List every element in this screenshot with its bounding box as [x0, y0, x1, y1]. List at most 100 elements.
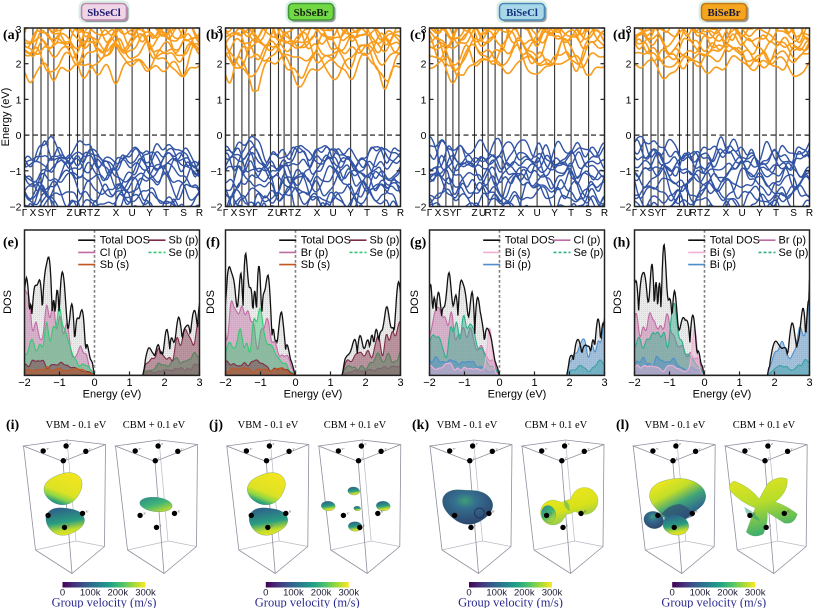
svg-text:U: U: [329, 208, 336, 219]
svg-text:200k: 200k: [311, 588, 332, 599]
svg-text:Γ: Γ: [252, 208, 258, 219]
svg-text:−2: −2: [415, 202, 427, 214]
svg-text:Z: Z: [676, 208, 682, 219]
svg-text:X': X': [346, 511, 350, 515]
svg-text:1: 1: [126, 377, 132, 389]
svg-text:X: X: [723, 208, 730, 219]
svg-text:Y': Y': [249, 447, 253, 451]
svg-text:−1: −1: [254, 377, 267, 389]
svg-text:Γ: Γ: [565, 457, 567, 461]
svg-text:Y: Y: [146, 208, 153, 219]
svg-text:T: T: [568, 208, 574, 219]
svg-text:300k: 300k: [542, 588, 563, 599]
svg-text:Γ: Γ: [22, 208, 28, 219]
svg-text:(a): (a): [3, 28, 20, 43]
svg-text:Y': Y': [656, 447, 660, 451]
svg-text:−2: −2: [423, 377, 436, 389]
svg-text:(k): (k): [412, 418, 429, 433]
svg-text:Y: Y: [45, 208, 52, 219]
svg-text:Z: Z: [272, 442, 274, 446]
svg-text:S: S: [648, 208, 655, 219]
svg-text:2: 2: [771, 377, 777, 389]
svg-text:BiSeCl: BiSeCl: [506, 7, 538, 19]
svg-text:−1: −1: [211, 166, 223, 178]
svg-text:3: 3: [626, 24, 632, 36]
svg-text:S: S: [790, 208, 797, 219]
svg-text:0: 0: [91, 377, 97, 389]
svg-text:R: R: [79, 208, 86, 219]
svg-text:SbSeBr: SbSeBr: [294, 7, 329, 19]
svg-text:1: 1: [421, 94, 427, 106]
svg-text:Cl (p): Cl (p): [574, 235, 601, 247]
svg-text:0: 0: [626, 130, 632, 142]
svg-text:0: 0: [60, 588, 65, 599]
svg-text:2: 2: [362, 377, 368, 389]
svg-text:U: U: [74, 208, 81, 219]
svg-text:X: X: [435, 208, 442, 219]
svg-text:−2: −2: [211, 202, 223, 214]
svg-text:Group velocity (m/s): Group velocity (m/s): [255, 596, 360, 609]
svg-text:R: R: [689, 208, 696, 219]
svg-text:100k: 100k: [690, 588, 711, 599]
svg-text:300k: 300k: [338, 588, 359, 599]
svg-text:Energy (eV): Energy (eV): [488, 389, 547, 401]
svg-text:Sb (p): Sb (p): [169, 235, 199, 247]
svg-text:BiSeBr: BiSeBr: [708, 7, 741, 19]
svg-text:−1: −1: [620, 166, 632, 178]
svg-text:S: S: [363, 523, 365, 527]
svg-text:Total DOS: Total DOS: [505, 235, 555, 247]
svg-text:0: 0: [496, 377, 502, 389]
svg-text:VBM - 0.1 eV: VBM - 0.1 eV: [46, 420, 107, 431]
svg-text:Γ: Γ: [768, 457, 770, 461]
svg-text:X': X': [458, 511, 462, 515]
svg-text:DOS: DOS: [205, 290, 217, 314]
svg-text:2: 2: [16, 59, 22, 71]
svg-text:T: T: [163, 208, 169, 219]
svg-text:Γ: Γ: [270, 457, 272, 461]
svg-text:T': T': [699, 447, 702, 451]
svg-text:S: S: [239, 208, 246, 219]
svg-text:R: R: [484, 208, 491, 219]
svg-text:X: X: [231, 208, 238, 219]
svg-text:Total DOS: Total DOS: [301, 235, 351, 247]
svg-text:U: U: [533, 208, 540, 219]
svg-text:Z: Z: [568, 442, 570, 446]
svg-text:Γ: Γ: [632, 208, 638, 219]
svg-text:S: S: [474, 523, 476, 527]
svg-text:Sb (p): Sb (p): [370, 235, 400, 247]
svg-text:X': X': [51, 511, 55, 515]
svg-text:X': X': [143, 511, 147, 515]
svg-text:3: 3: [196, 377, 202, 389]
svg-text:(d): (d): [613, 28, 630, 43]
svg-text:R': R': [86, 509, 89, 513]
svg-text:T': T': [89, 447, 92, 451]
svg-text:Br (p): Br (p): [301, 247, 329, 259]
svg-text:Z: Z: [94, 208, 100, 219]
svg-text:Γ: Γ: [456, 208, 462, 219]
svg-text:T': T': [791, 447, 794, 451]
svg-text:S: S: [381, 208, 388, 219]
svg-text:VBM - 0.1 eV: VBM - 0.1 eV: [238, 420, 299, 431]
svg-text:Se (p): Se (p): [574, 247, 604, 259]
svg-text:Energy (eV): Energy (eV): [0, 88, 12, 147]
svg-text:S: S: [160, 523, 162, 527]
svg-text:1: 1: [626, 94, 632, 106]
svg-text:X: X: [113, 208, 120, 219]
svg-text:Z: Z: [267, 208, 273, 219]
svg-text:R': R': [492, 509, 495, 513]
svg-text:T': T': [292, 447, 295, 451]
svg-text:Z: Z: [471, 208, 477, 219]
svg-text:−2: −2: [219, 377, 232, 389]
svg-text:R': R': [381, 509, 384, 513]
svg-text:Se (p): Se (p): [779, 247, 809, 259]
svg-text:300k: 300k: [135, 588, 156, 599]
svg-text:−2: −2: [10, 202, 22, 214]
svg-text:S: S: [677, 523, 679, 527]
svg-text:X': X': [753, 511, 757, 515]
svg-text:2: 2: [566, 377, 572, 389]
svg-text:(l): (l): [616, 418, 630, 433]
svg-text:0: 0: [701, 377, 707, 389]
svg-text:Z: Z: [771, 442, 773, 446]
svg-text:1: 1: [327, 377, 333, 389]
svg-text:Y': Y': [138, 447, 142, 451]
